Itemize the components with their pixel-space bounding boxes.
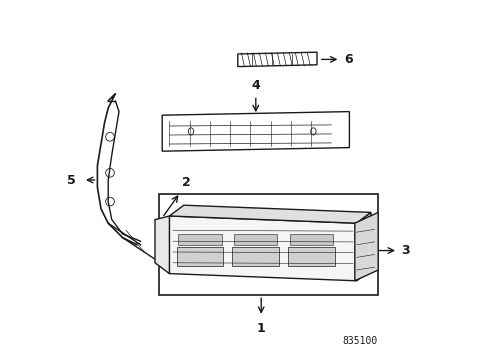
Polygon shape (155, 216, 170, 274)
Bar (290, 234, 333, 245)
Text: 3: 3 (402, 244, 410, 257)
Text: 1: 1 (257, 322, 266, 335)
Text: 6: 6 (344, 53, 353, 66)
Text: 2: 2 (182, 176, 191, 189)
Polygon shape (170, 205, 371, 223)
Polygon shape (355, 212, 378, 281)
Bar (178, 234, 221, 245)
Text: 4: 4 (251, 79, 260, 92)
Bar (176, 247, 223, 266)
Bar (234, 234, 277, 245)
Polygon shape (170, 216, 357, 281)
Bar (288, 247, 335, 266)
Polygon shape (357, 212, 371, 281)
Bar (232, 247, 279, 266)
Text: 5: 5 (67, 174, 76, 186)
Bar (159, 194, 378, 295)
Text: 835100: 835100 (343, 336, 378, 346)
